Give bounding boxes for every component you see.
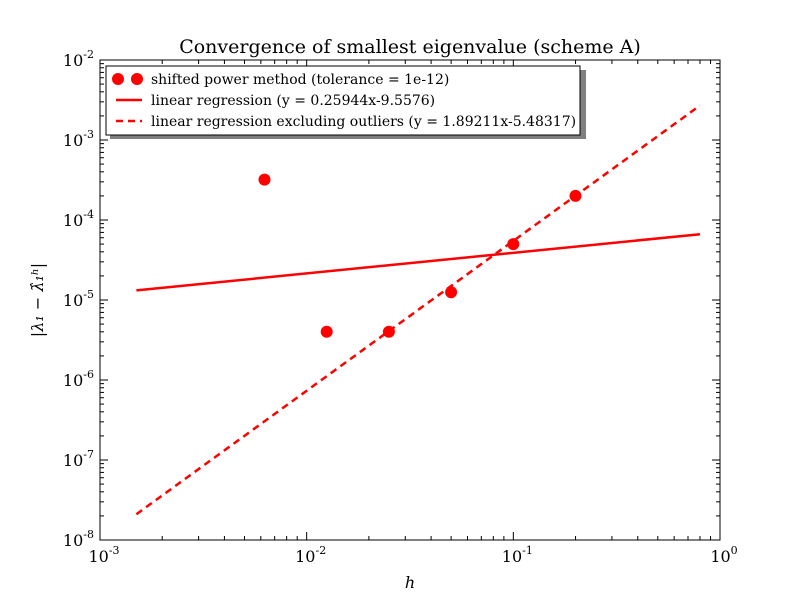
tick-label: 10-3 bbox=[63, 128, 94, 150]
data-point bbox=[507, 238, 520, 251]
plot-area bbox=[100, 60, 720, 540]
tick-label: 10-4 bbox=[63, 208, 94, 230]
legend-label-0: shifted power method (tolerance = 1e-12) bbox=[151, 72, 449, 88]
data-point bbox=[258, 173, 271, 186]
legend: shifted power method (tolerance = 1e-12)… bbox=[105, 65, 586, 139]
ticks-layer: 10-3 10-2 10-1 100 10-8 10-7 10-6 10-5 10-4 10-3 1… bbox=[63, 48, 738, 566]
tick-label: 100 bbox=[710, 544, 737, 566]
y-axis-label: |λ₁ − λ̂₁ʰ| bbox=[28, 263, 47, 337]
legend-marker bbox=[131, 73, 143, 85]
series-line-1 bbox=[136, 232, 701, 292]
tick-label: 10-1 bbox=[502, 544, 533, 566]
legend-label-2: linear regression excluding outliers (y … bbox=[151, 114, 576, 130]
series-layer bbox=[135, 104, 701, 516]
tick-label: 10-2 bbox=[63, 48, 94, 70]
x-axis-label: h bbox=[405, 573, 415, 592]
tick-label: 10-5 bbox=[63, 288, 94, 310]
legend-marker bbox=[112, 73, 124, 85]
data-point bbox=[320, 325, 333, 338]
tick-label: 10-3 bbox=[88, 544, 119, 566]
chart-title: Convergence of smallest eigenvalue (sche… bbox=[179, 36, 641, 58]
tick-label: 10-7 bbox=[63, 448, 94, 470]
series-line-2 bbox=[135, 104, 701, 516]
tick-label: 10-8 bbox=[63, 528, 94, 550]
legend-box bbox=[105, 65, 581, 136]
tick-label: 10-2 bbox=[295, 544, 326, 566]
legend-items: shifted power method (tolerance = 1e-12)… bbox=[112, 72, 576, 130]
legend-label-1: linear regression (y = 0.25944x-9.5576) bbox=[151, 93, 435, 109]
tick-label: 10-6 bbox=[63, 368, 94, 390]
